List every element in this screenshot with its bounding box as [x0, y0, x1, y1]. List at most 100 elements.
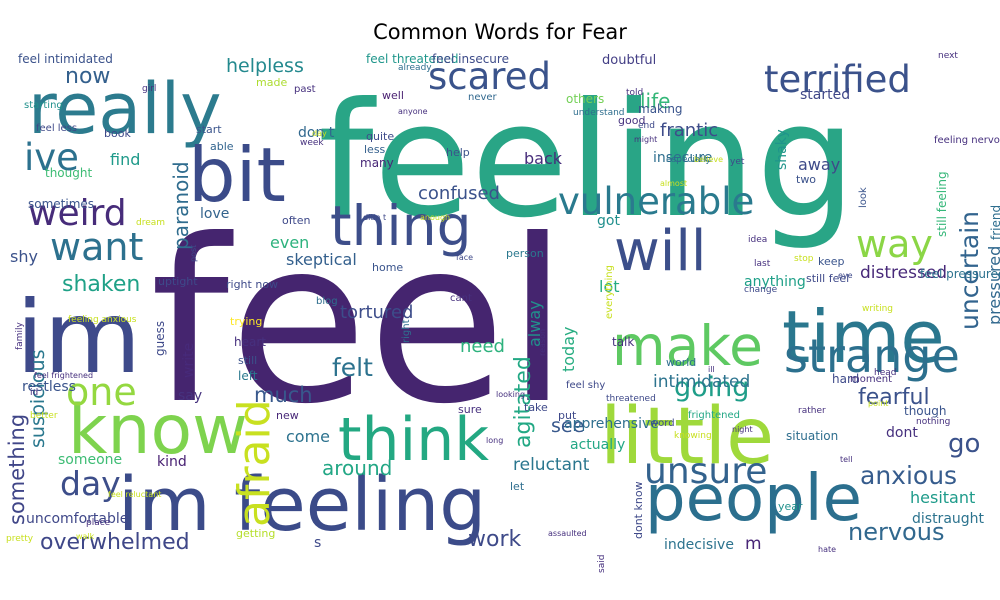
word-doubtful: doubtful	[602, 53, 656, 68]
word-post: post	[189, 245, 198, 262]
word-end: end	[638, 121, 655, 131]
word-lot: lot	[599, 277, 620, 296]
word-m: m	[745, 534, 762, 554]
word-walk: walk	[76, 532, 95, 541]
word-feeling: feeling	[318, 69, 856, 253]
word-unsure: unsure	[644, 451, 767, 492]
word-thing: thing	[330, 194, 471, 258]
word-past: past	[294, 84, 316, 95]
word-hard: hard	[832, 372, 859, 386]
word-hate: hate	[818, 545, 836, 554]
word-restless: restless	[22, 379, 76, 395]
word-frantic: frantic	[660, 120, 718, 141]
word-want: want	[50, 225, 143, 269]
word-last: last	[754, 259, 771, 269]
word-people: people	[645, 462, 862, 536]
word-got: got	[597, 213, 620, 229]
word-start: start	[196, 123, 222, 136]
word-still-feeling: still feeling	[935, 171, 949, 237]
word-love: love	[200, 206, 229, 222]
word-place: place	[86, 518, 111, 528]
word-reason: reason	[538, 329, 547, 356]
word-said: said	[597, 555, 607, 573]
word-others: others	[566, 92, 604, 106]
word-back: back	[524, 149, 563, 168]
word-feel-threatened: feel threatened	[366, 52, 459, 66]
word-feel-pressured: feel pressured	[920, 267, 1000, 281]
word-quite: quite	[366, 130, 394, 143]
word-thought: thought	[45, 166, 92, 180]
word-say: say	[178, 388, 202, 404]
word-feel-insecure: feel insecure	[432, 52, 509, 66]
word-still-feel: still feel	[806, 272, 849, 285]
word-suspicious: suspicious	[27, 350, 49, 448]
word-paranoid: paranoid	[169, 161, 193, 250]
word-home: home	[372, 261, 403, 274]
word-left: left	[238, 369, 258, 383]
word-one: one	[66, 370, 137, 414]
word-bit: bit	[188, 131, 286, 219]
word-agitated: agitated	[511, 356, 536, 448]
word-dream: dream	[136, 218, 165, 228]
word-next: next	[938, 51, 958, 61]
word-pressured: pressured	[985, 246, 1000, 325]
word-change: change	[744, 285, 778, 295]
word-look: look	[858, 187, 869, 208]
word-understand: understand	[573, 108, 625, 118]
word-feel-intimidated: feel intimidated	[18, 52, 113, 66]
word-feeling-nervous: feeling nervous	[934, 135, 1000, 146]
word-year: year	[778, 500, 803, 513]
word-trying: trying	[230, 315, 262, 328]
word-know: know	[68, 391, 248, 470]
word-right-now: right now	[226, 278, 278, 291]
word-long: long	[486, 436, 503, 445]
word-believe: believe	[694, 155, 723, 164]
word-feeling-anxious: feeling anxious	[68, 315, 137, 325]
word-friend: friend	[989, 205, 1000, 240]
word-heart: heart	[234, 335, 266, 349]
word-less: less	[364, 143, 386, 156]
word-id: id	[30, 388, 38, 398]
word-apprehensive: apprehensive	[564, 416, 659, 432]
word-find: find	[110, 150, 140, 169]
word-well: well	[382, 89, 404, 102]
word-much: much	[254, 383, 313, 407]
word-sometimes: sometimes	[28, 197, 94, 211]
word-didn-t: didn t	[363, 213, 386, 222]
word-need: need	[460, 336, 505, 357]
word-distressed: distressed	[860, 263, 947, 283]
word-tell: tell	[840, 455, 853, 464]
word-word: word	[650, 418, 675, 429]
word-way: way	[856, 222, 933, 266]
word-strange: strange	[784, 329, 960, 383]
word-time: time	[782, 295, 945, 379]
word-reluctant: reluctant	[513, 455, 590, 475]
word-family: family	[15, 322, 25, 350]
word-fearful: fearful	[858, 385, 930, 410]
word-write: write	[181, 343, 197, 378]
word-stop: stop	[794, 254, 814, 264]
word-really: really	[28, 68, 222, 150]
word-now: now	[65, 64, 110, 89]
word-made: made	[256, 76, 287, 89]
word-week: week	[300, 138, 324, 148]
word-away: away	[798, 155, 840, 174]
word-world: world	[666, 356, 696, 369]
word-alway: alway	[525, 300, 544, 347]
word-actually: actually	[570, 437, 625, 453]
word-often: often	[282, 214, 310, 227]
word-threatened: threatened	[606, 394, 656, 404]
word-indecisive: indecisive	[664, 537, 734, 553]
word-come: come	[286, 427, 330, 446]
word-started: started	[800, 87, 850, 103]
word-eye: eye	[838, 271, 853, 280]
word-able: able	[210, 140, 234, 153]
word-life: life	[640, 89, 670, 113]
word-uptight: uptight	[158, 275, 198, 288]
word-new: new	[276, 409, 299, 422]
word-anxious: anxious	[860, 461, 957, 490]
word-many: many	[360, 156, 394, 170]
word-idea: idea	[748, 235, 767, 245]
word-girl: girl	[142, 84, 156, 94]
word-frightened: frightened	[688, 410, 740, 421]
